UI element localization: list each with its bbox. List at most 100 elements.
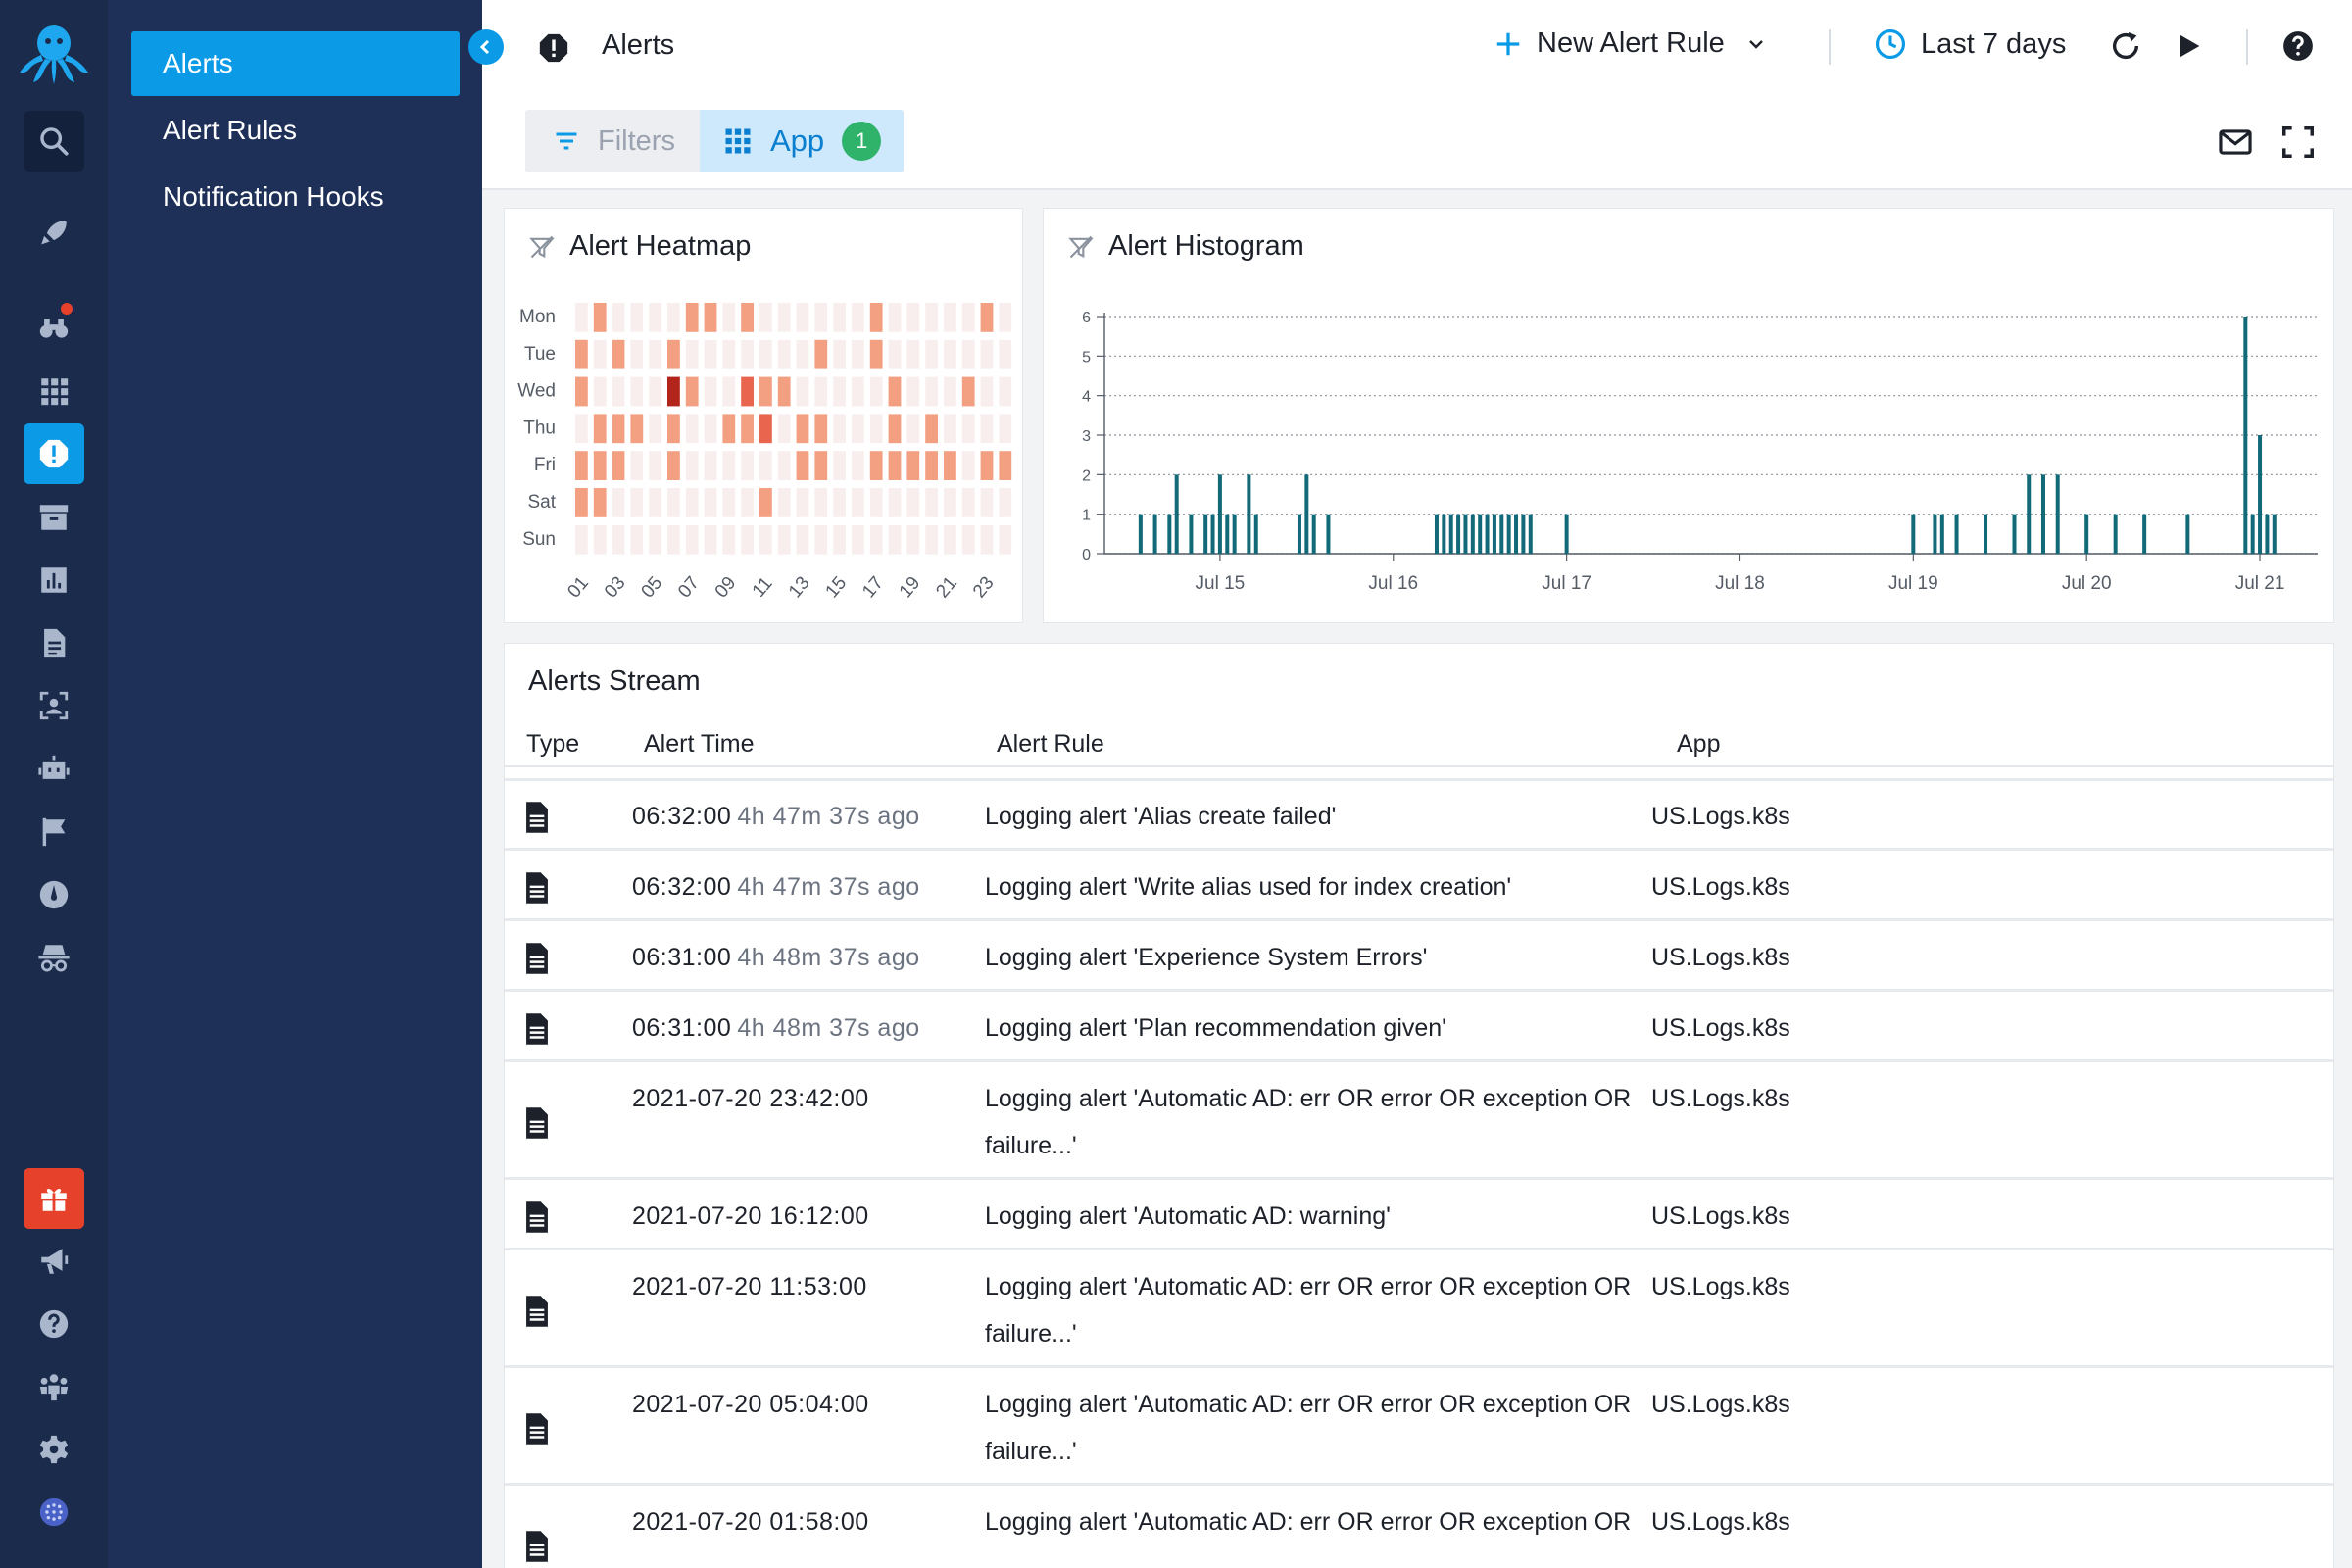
- heatmap-cell[interactable]: [777, 376, 791, 407]
- table-row[interactable]: 2021-07-20 23:42:00 Logging alert 'Automa…: [505, 1065, 2333, 1180]
- table-row[interactable]: 06:31:00 4h 48m 37s ago Logging alert 'Exp…: [505, 924, 2333, 992]
- heatmap-cell[interactable]: [685, 303, 699, 332]
- table-row[interactable]: [505, 767, 2333, 781]
- subnav-item-alert-rules[interactable]: Alert Rules: [163, 115, 297, 145]
- heatmap-cell[interactable]: [833, 414, 846, 444]
- help-circle-icon[interactable]: [2281, 29, 2315, 68]
- histogram-bar[interactable]: [1506, 514, 1511, 554]
- heatmap-cell[interactable]: [869, 451, 883, 480]
- robot-icon[interactable]: [24, 739, 84, 800]
- heatmap-cell[interactable]: [814, 339, 828, 369]
- heatmap-cell[interactable]: [741, 339, 754, 369]
- heatmap-cell[interactable]: [833, 339, 846, 369]
- heatmap-cell[interactable]: [649, 414, 662, 444]
- heatmap-cell[interactable]: [999, 451, 1012, 480]
- heatmap-cell[interactable]: [593, 414, 607, 444]
- heatmap-cell[interactable]: [796, 339, 809, 369]
- heatmap-cell[interactable]: [796, 451, 809, 480]
- histogram-bar[interactable]: [2265, 514, 2270, 554]
- heatmap-cell[interactable]: [704, 414, 717, 444]
- heatmap-cell[interactable]: [704, 488, 717, 517]
- heatmap-cell[interactable]: [852, 414, 864, 444]
- alert-rule-link[interactable]: Logging alert 'Automatic AD: err OR erro…: [985, 1391, 1632, 1465]
- heatmap-cell[interactable]: [961, 376, 975, 407]
- document-icon[interactable]: [24, 612, 84, 673]
- heatmap-cell[interactable]: [869, 488, 883, 517]
- heatmap-cell[interactable]: [980, 488, 994, 517]
- heatmap-cell[interactable]: [575, 376, 588, 407]
- heatmap-cell[interactable]: [925, 488, 938, 517]
- heatmap-cell[interactable]: [833, 376, 846, 407]
- heatmap-cell[interactable]: [777, 451, 791, 480]
- heatmap-cell[interactable]: [630, 339, 644, 369]
- heatmap-cell[interactable]: [999, 488, 1012, 517]
- heatmap-cell[interactable]: [685, 524, 699, 555]
- heatmap-cell[interactable]: [888, 339, 902, 369]
- table-row[interactable]: 2021-07-20 05:04:00 Logging alert 'Automa…: [505, 1371, 2333, 1486]
- histogram-bar[interactable]: [1564, 514, 1569, 554]
- heatmap-cell[interactable]: [741, 488, 754, 517]
- help-icon[interactable]: [24, 1294, 84, 1354]
- heatmap-cell[interactable]: [980, 414, 994, 444]
- heatmap-cell[interactable]: [888, 451, 902, 480]
- heatmap-cell[interactable]: [760, 303, 772, 332]
- heatmap-cell[interactable]: [612, 488, 625, 517]
- heatmap-cell[interactable]: [760, 451, 772, 480]
- heatmap-cell[interactable]: [814, 303, 828, 332]
- alert-rule-link[interactable]: Logging alert 'Automatic AD: warning': [985, 1202, 1391, 1230]
- heatmap-cell[interactable]: [906, 376, 920, 407]
- subnav-item-notification-hooks[interactable]: Notification Hooks: [163, 181, 384, 212]
- heatmap-cell[interactable]: [760, 376, 772, 407]
- heatmap-cell[interactable]: [888, 376, 902, 407]
- histogram-bar[interactable]: [1514, 514, 1519, 554]
- heatmap-cell[interactable]: [906, 524, 920, 555]
- heatmap-cell[interactable]: [741, 303, 754, 332]
- heatmap-cell[interactable]: [944, 303, 956, 332]
- heatmap-cell[interactable]: [999, 414, 1012, 444]
- histogram-bar[interactable]: [1492, 514, 1496, 554]
- histogram-bar[interactable]: [1152, 514, 1157, 554]
- rocket-icon[interactable]: [24, 203, 84, 264]
- heatmap-cell[interactable]: [593, 488, 607, 517]
- heatmap-cell[interactable]: [777, 488, 791, 517]
- gift-icon[interactable]: [24, 1168, 84, 1229]
- heatmap-cell[interactable]: [980, 339, 994, 369]
- heatmap-cell[interactable]: [667, 414, 680, 444]
- team-icon[interactable]: [24, 1356, 84, 1417]
- heatmap-cell[interactable]: [796, 414, 809, 444]
- heatmap-cell[interactable]: [944, 524, 956, 555]
- heatmap-cell[interactable]: [944, 376, 956, 407]
- heatmap-cell[interactable]: [667, 524, 680, 555]
- heatmap-cell[interactable]: [685, 376, 699, 407]
- alert-rule-link[interactable]: Logging alert 'Alias create failed': [985, 803, 1337, 830]
- heatmap-cell[interactable]: [814, 376, 828, 407]
- heatmap-cell[interactable]: [961, 303, 975, 332]
- histogram-bar[interactable]: [1189, 514, 1194, 554]
- spy-icon[interactable]: [24, 927, 84, 988]
- heatmap-cell[interactable]: [852, 488, 864, 517]
- histogram-bar[interactable]: [1442, 514, 1446, 554]
- histogram-bar[interactable]: [1939, 514, 1944, 554]
- heatmap-cell[interactable]: [852, 451, 864, 480]
- archive-icon[interactable]: [24, 487, 84, 548]
- heatmap-cell[interactable]: [906, 414, 920, 444]
- heatmap-cell[interactable]: [649, 303, 662, 332]
- heatmap-cell[interactable]: [999, 303, 1012, 332]
- histogram-bar[interactable]: [1521, 514, 1526, 554]
- apps-grid-icon[interactable]: [24, 361, 84, 421]
- heatmap-cell[interactable]: [593, 451, 607, 480]
- alert-rule-link[interactable]: Logging alert 'Experience System Errors': [985, 944, 1428, 971]
- heatmap-cell[interactable]: [593, 303, 607, 332]
- time-range-picker[interactable]: Last 7 days: [1874, 27, 2066, 61]
- histogram-bar[interactable]: [1210, 514, 1215, 554]
- heatmap-cell[interactable]: [760, 488, 772, 517]
- heatmap-cell[interactable]: [999, 524, 1012, 555]
- heatmap-cell[interactable]: [612, 339, 625, 369]
- heatmap-cell[interactable]: [667, 451, 680, 480]
- heatmap-cell[interactable]: [575, 414, 588, 444]
- histogram-bar[interactable]: [2243, 317, 2248, 554]
- column-header-alert-rule[interactable]: Alert Rule: [997, 730, 1104, 758]
- account-icon[interactable]: [24, 1482, 84, 1543]
- heatmap-cell[interactable]: [667, 376, 680, 407]
- heatmap-cell[interactable]: [612, 524, 625, 555]
